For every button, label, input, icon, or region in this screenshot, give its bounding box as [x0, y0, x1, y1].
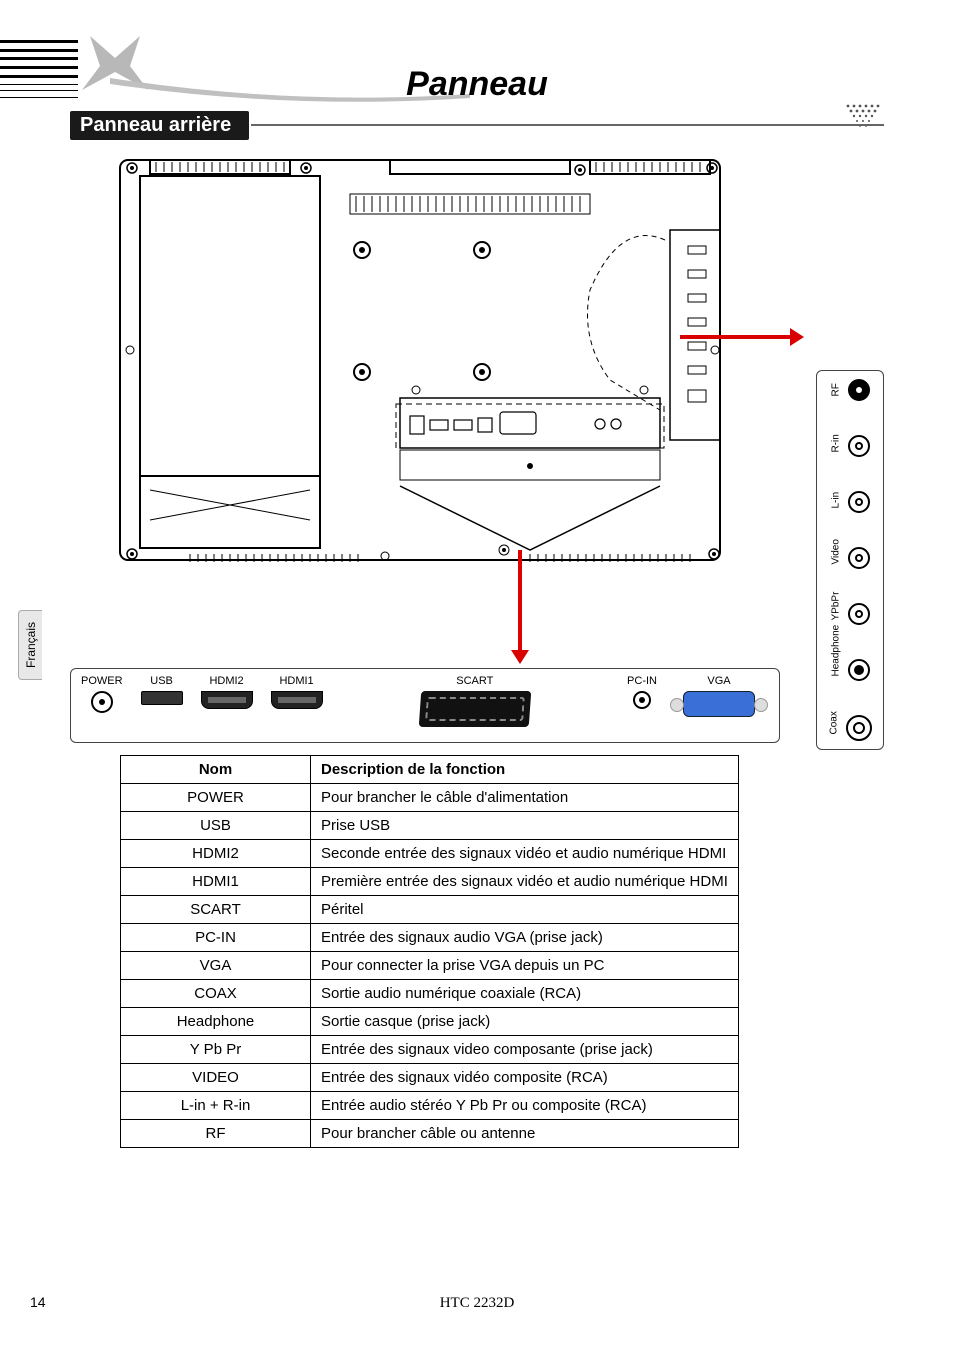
bottom-conn-hdmi1: HDMI1 — [271, 675, 323, 709]
bottom-label-hdmi1: HDMI1 — [279, 675, 313, 687]
table-row: HDMI1Première entrée des signaux vidéo e… — [121, 868, 739, 896]
table-row: USBPrise USB — [121, 812, 739, 840]
side-conn-rf: RF — [821, 379, 879, 401]
bottom-conn-pcin: PC-IN — [627, 675, 657, 709]
hdmi-port-icon — [201, 691, 253, 709]
side-conn-ypbpr: YPbPr — [821, 603, 879, 625]
bottom-label-vga: VGA — [707, 675, 730, 687]
footer-model: HTC 2232D — [0, 1295, 954, 1312]
side-conn-rin: R-in — [821, 435, 879, 457]
bottom-label-hdmi2: HDMI2 — [209, 675, 243, 687]
rca-jack-icon — [848, 435, 870, 457]
vga-port-icon — [683, 691, 755, 717]
bottom-connector-row: POWER USB HDMI2 HDMI1 SCART PC-IN VGA — [70, 668, 780, 743]
side-label-coax: Coax — [829, 722, 840, 734]
bottom-conn-usb: USB — [141, 675, 183, 705]
minijack-icon — [633, 691, 651, 709]
headphone-jack-icon — [848, 659, 870, 681]
side-label-ypbpr: YPbPr — [831, 608, 842, 620]
bottom-conn-scart: SCART — [341, 675, 609, 727]
usb-port-icon — [141, 691, 183, 705]
bottom-label-scart: SCART — [456, 675, 493, 687]
scart-port-icon — [419, 691, 532, 727]
table-row: L-in + R-inEntrée audio stéréo Y Pb Pr o… — [121, 1092, 739, 1120]
rf-jack-icon — [848, 379, 870, 401]
side-label-rf: RF — [831, 384, 842, 396]
page-title: Panneau — [0, 65, 954, 104]
table-header-nom: Nom — [121, 756, 311, 784]
side-conn-video: Video — [821, 547, 879, 569]
connector-spec-table: Nom Description de la fonction POWERPour… — [120, 755, 739, 1148]
bottom-conn-power: POWER — [81, 675, 123, 713]
minijack-icon — [848, 603, 870, 625]
language-tab: Français — [18, 610, 42, 680]
side-conn-lin: L-in — [821, 491, 879, 513]
page-number: 14 — [30, 1294, 46, 1310]
section-heading: Panneau arrière — [70, 111, 249, 140]
power-jack-icon — [91, 691, 113, 713]
bottom-label-pcin: PC-IN — [627, 675, 657, 687]
section-underline — [251, 124, 884, 126]
table-row: Y Pb PrEntrée des signaux video composan… — [121, 1036, 739, 1064]
table-header-row: Nom Description de la fonction — [121, 756, 739, 784]
table-row: POWERPour brancher le câble d'alimentati… — [121, 784, 739, 812]
table-row: VGAPour connecter la prise VGA depuis un… — [121, 952, 739, 980]
rca-jack-icon — [848, 491, 870, 513]
arrow-down-icon — [518, 550, 522, 650]
table-row: PC-INEntrée des signaux audio VGA (prise… — [121, 924, 739, 952]
side-conn-headphone: Headphone — [821, 659, 879, 681]
table-row: RFPour brancher câble ou antenne — [121, 1120, 739, 1148]
table-header-desc: Description de la fonction — [311, 756, 739, 784]
side-label-lin: L-in — [831, 496, 842, 508]
side-label-rin: R-in — [831, 440, 842, 452]
arrow-right-icon — [680, 335, 790, 339]
side-label-video: Video — [831, 552, 842, 564]
table-row: VIDEOEntrée des signaux vidéo composite … — [121, 1064, 739, 1092]
coax-jack-icon — [846, 715, 872, 741]
rca-jack-icon — [848, 547, 870, 569]
bottom-label-power: POWER — [81, 675, 123, 687]
side-conn-coax: Coax — [821, 715, 879, 741]
side-connector-strip: RF R-in L-in Video YPbPr Headphone Coax — [816, 370, 884, 750]
language-tab-label: Français — [24, 622, 38, 668]
side-label-headphone: Headphone — [831, 664, 842, 676]
table-row: SCARTPéritel — [121, 896, 739, 924]
table-row: HeadphoneSortie casque (prise jack) — [121, 1008, 739, 1036]
bottom-conn-vga: VGA — [683, 675, 755, 717]
header-dot-pattern — [844, 102, 884, 132]
rear-panel-illustration — [100, 150, 740, 570]
table-row: COAXSortie audio numérique coaxiale (RCA… — [121, 980, 739, 1008]
hdmi-port-icon — [271, 691, 323, 709]
bottom-label-usb: USB — [150, 675, 173, 687]
bottom-conn-hdmi2: HDMI2 — [201, 675, 253, 709]
table-row: HDMI2Seconde entrée des signaux vidéo et… — [121, 840, 739, 868]
